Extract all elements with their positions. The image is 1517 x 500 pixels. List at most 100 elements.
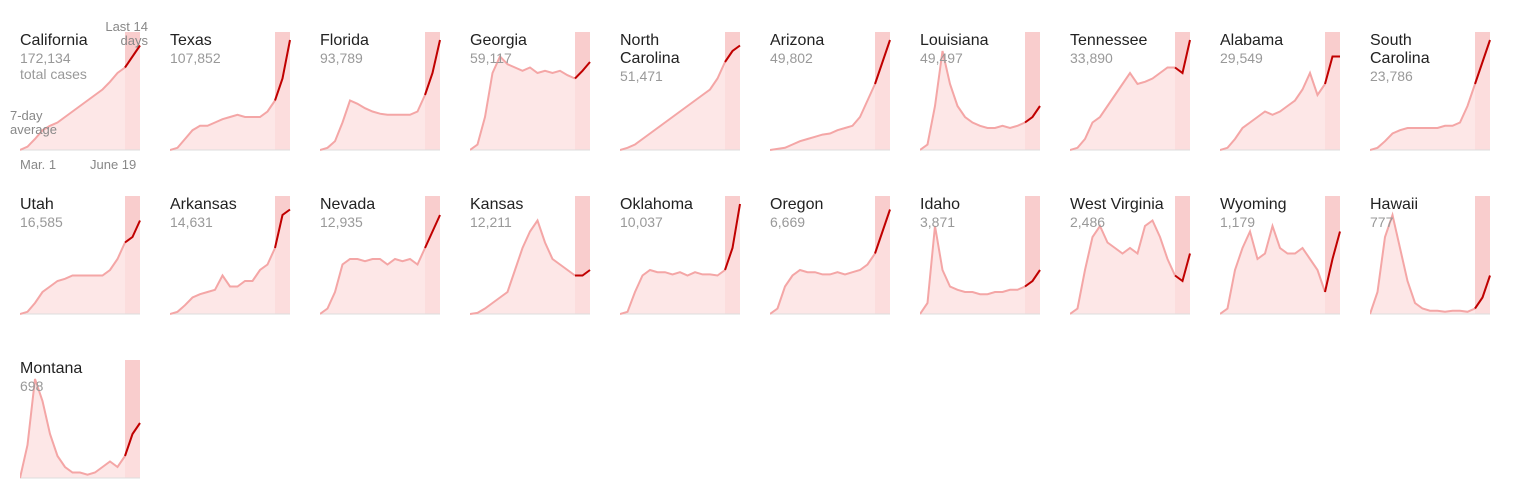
state-label: Florida 93,789 <box>320 32 420 66</box>
average-line <box>620 268 726 315</box>
state-total: 14,631 <box>170 214 213 230</box>
recent-line <box>724 44 741 63</box>
state-panel: Louisiana 49,497 <box>920 32 1050 172</box>
state-name: West Virginia <box>1070 196 1164 213</box>
state-name: Nevada <box>320 196 376 213</box>
area <box>320 40 440 150</box>
state-label: West Virginia 2,486 <box>1070 196 1170 230</box>
state-label: Idaho 3,871 <box>920 196 1020 230</box>
state-total: 49,497 <box>920 50 963 66</box>
average-line <box>470 218 576 315</box>
recent-line <box>124 44 141 69</box>
sparkline <box>170 196 291 315</box>
sparkline <box>770 32 891 151</box>
sparkline <box>320 32 441 151</box>
area <box>1220 56 1340 150</box>
recent-line <box>274 39 291 101</box>
state-total: 12,935 <box>320 214 363 230</box>
average-line <box>20 66 126 151</box>
state-total: 12,211 <box>470 214 512 230</box>
state-label: North Carolina 51,471 <box>620 32 720 84</box>
state-label: California 172,134 total cases <box>20 32 120 82</box>
area <box>620 45 740 150</box>
state-panel: Texas 107,852 <box>170 32 300 172</box>
recent-line <box>574 61 591 80</box>
state-label: Utah 16,585 <box>20 196 120 230</box>
recent-line <box>1174 253 1191 283</box>
state-panel: Oregon 6,669 <box>770 196 900 336</box>
state-total: 107,852 <box>170 50 221 66</box>
state-label: Louisiana 49,497 <box>920 32 1020 66</box>
state-name: Arkansas <box>170 196 237 213</box>
state-total: 23,786 <box>1370 68 1413 84</box>
recent-line <box>1324 55 1340 85</box>
sparkline <box>470 196 591 315</box>
state-panel: South Carolina 23,786 <box>1370 32 1500 172</box>
state-label: Arkansas 14,631 <box>170 196 270 230</box>
average-line <box>770 83 876 151</box>
state-name: California <box>20 32 88 49</box>
state-name: Arizona <box>770 32 825 49</box>
sparkline <box>1220 32 1340 151</box>
area <box>20 45 140 150</box>
sparkline <box>20 196 141 315</box>
sparkline <box>770 196 891 315</box>
state-name: Kansas <box>470 196 524 213</box>
state-total: 3,871 <box>920 214 956 230</box>
state-total: 93,789 <box>320 50 363 66</box>
recent-line <box>424 214 441 249</box>
state-total: 172,134 <box>20 50 71 66</box>
recent-line <box>1174 39 1191 75</box>
state-panel: Hawaii 777 <box>1370 196 1500 336</box>
average-line <box>170 99 276 151</box>
state-label: South Carolina 23,786 <box>1370 32 1470 84</box>
average-line <box>320 94 426 151</box>
state-label: Hawaii 777 <box>1370 196 1470 230</box>
sparkline <box>1070 196 1191 315</box>
recent-line <box>874 209 891 254</box>
state-label: Montana 698 <box>20 360 120 394</box>
state-label: Kansas 12,211 <box>470 196 570 230</box>
state-total: 6,669 <box>770 214 806 230</box>
state-panel: Utah 16,585 <box>20 196 150 336</box>
area <box>1070 40 1190 150</box>
state-panel: California 172,134 total cases Last 14 days… <box>10 20 150 172</box>
area <box>620 204 740 314</box>
sparkline <box>1370 196 1491 315</box>
area <box>170 40 290 150</box>
average-line <box>1370 83 1476 151</box>
state-panel: Wyoming 1,179 <box>1220 196 1350 336</box>
recent-line <box>1474 39 1491 85</box>
state-panel: Nevada 12,935 <box>320 196 450 336</box>
state-label: Oregon 6,669 <box>770 196 870 230</box>
state-panel: Alabama 29,549 <box>1220 32 1350 172</box>
state-panel: Kansas 12,211 <box>470 196 600 336</box>
area <box>170 209 290 314</box>
sparkline <box>1070 32 1191 151</box>
area <box>1070 220 1190 314</box>
state-total: 51,471 <box>620 68 663 84</box>
sparkline <box>1370 32 1491 151</box>
average-line <box>1370 211 1476 315</box>
state-name: Montana <box>20 360 83 377</box>
state-label: Texas 107,852 <box>170 32 270 66</box>
sparkline <box>920 196 1041 315</box>
sparkline <box>20 32 141 151</box>
end-annotation: June 19 <box>90 157 137 172</box>
area <box>770 40 890 150</box>
state-name: Oregon <box>770 196 824 213</box>
area <box>470 56 590 150</box>
sparkline <box>920 32 1041 151</box>
state-panel: Arkansas 14,631 <box>170 196 300 336</box>
recent-line <box>124 422 141 457</box>
average-line <box>920 50 1026 151</box>
recent-line <box>1474 275 1491 310</box>
recent-line <box>874 39 891 85</box>
area <box>770 209 890 314</box>
state-total: 16,585 <box>20 214 63 230</box>
state-panel: Montana 698 <box>20 360 150 500</box>
state-panel: Oklahoma 10,037 <box>620 196 750 336</box>
state-panel: West Virginia 2,486 <box>1070 196 1200 336</box>
sparkline <box>320 196 441 315</box>
area <box>1220 226 1340 314</box>
